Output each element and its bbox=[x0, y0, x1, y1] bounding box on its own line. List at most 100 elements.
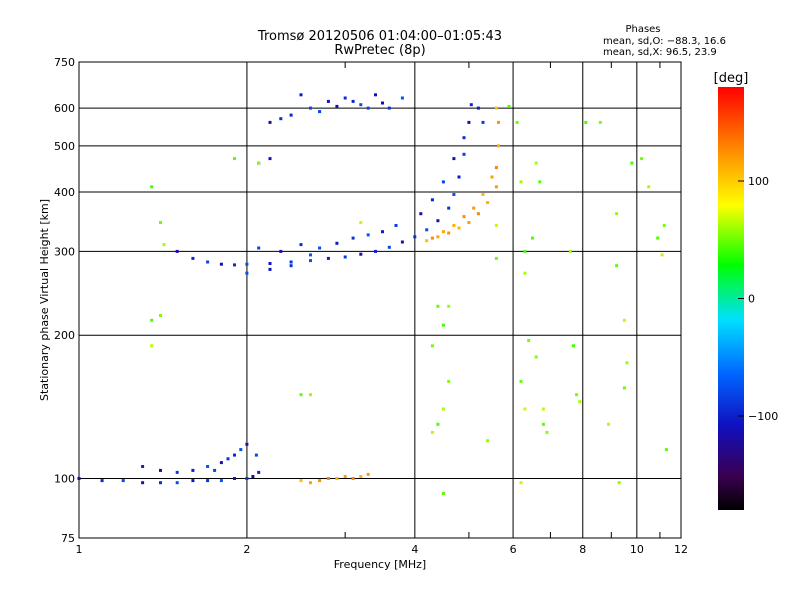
data-point bbox=[343, 255, 347, 259]
data-point bbox=[366, 106, 370, 110]
data-point bbox=[299, 243, 303, 247]
data-point bbox=[366, 233, 370, 237]
data-point bbox=[233, 453, 236, 457]
data-point bbox=[381, 101, 384, 105]
data-point bbox=[523, 407, 527, 411]
y-axis-label: Stationary phase Virtual Height [km] bbox=[38, 199, 51, 401]
data-point bbox=[245, 442, 249, 446]
data-point bbox=[441, 230, 445, 234]
data-point bbox=[387, 106, 391, 110]
data-point bbox=[494, 166, 498, 170]
data-point bbox=[534, 161, 538, 165]
data-point bbox=[326, 99, 330, 103]
data-point bbox=[523, 249, 527, 253]
data-point bbox=[268, 120, 272, 124]
data-point bbox=[219, 461, 223, 465]
data-point bbox=[387, 245, 391, 249]
data-point bbox=[77, 477, 81, 480]
data-point bbox=[318, 246, 322, 250]
data-point bbox=[268, 157, 272, 161]
data-point bbox=[279, 117, 283, 121]
x-axis-label: Frequency [MHz] bbox=[334, 558, 426, 571]
data-point bbox=[343, 96, 347, 100]
data-point bbox=[494, 224, 498, 227]
data-point bbox=[436, 304, 440, 308]
data-point bbox=[497, 144, 500, 148]
data-point bbox=[630, 161, 634, 165]
data-point bbox=[309, 393, 312, 397]
data-point bbox=[647, 185, 651, 189]
data-point bbox=[309, 481, 312, 485]
data-point bbox=[575, 393, 579, 397]
x-tick-label: 8 bbox=[579, 543, 586, 556]
data-point bbox=[257, 246, 261, 250]
data-point bbox=[436, 235, 440, 239]
data-point bbox=[615, 264, 619, 268]
y-tick-label: 600 bbox=[54, 102, 75, 115]
data-point bbox=[534, 355, 538, 359]
data-point bbox=[351, 236, 355, 240]
data-point bbox=[507, 104, 511, 108]
data-point bbox=[245, 262, 249, 266]
data-point bbox=[309, 259, 312, 263]
data-point bbox=[191, 256, 195, 260]
data-point bbox=[481, 193, 485, 196]
data-point bbox=[254, 453, 258, 457]
data-points bbox=[77, 93, 668, 495]
phases-x-stats: mean, sd,X: 96.5, 23.9 bbox=[603, 47, 717, 58]
data-point bbox=[400, 240, 404, 244]
data-point bbox=[394, 224, 398, 227]
data-point bbox=[141, 481, 145, 485]
data-point bbox=[162, 243, 166, 247]
data-point bbox=[497, 120, 500, 124]
data-point bbox=[519, 180, 523, 184]
data-point bbox=[299, 93, 303, 97]
data-point bbox=[159, 481, 162, 485]
data-point bbox=[359, 475, 363, 478]
data-point bbox=[462, 152, 466, 156]
data-point bbox=[462, 136, 466, 140]
data-point bbox=[472, 206, 476, 210]
data-point bbox=[584, 120, 588, 124]
data-point bbox=[476, 212, 480, 216]
y-axis-ticks: 75 100 200 300 400 500 600 750 bbox=[54, 56, 75, 545]
data-point bbox=[436, 422, 440, 426]
data-point bbox=[175, 249, 179, 253]
data-point bbox=[469, 103, 473, 107]
data-point bbox=[251, 475, 255, 478]
colorbar-tick-label: 100 bbox=[748, 175, 769, 188]
data-point bbox=[452, 224, 456, 227]
data-point bbox=[622, 318, 626, 322]
colorbar-tick-label: 0 bbox=[748, 293, 755, 306]
data-point bbox=[335, 477, 339, 480]
x-tick-label: 10 bbox=[630, 543, 644, 556]
data-point bbox=[381, 230, 384, 234]
data-point bbox=[447, 379, 451, 383]
data-point bbox=[359, 221, 363, 224]
data-point bbox=[568, 249, 572, 253]
data-point bbox=[523, 271, 527, 275]
data-point bbox=[289, 260, 293, 264]
data-point bbox=[413, 235, 417, 239]
data-point bbox=[578, 400, 582, 404]
y-tick-label: 75 bbox=[61, 532, 75, 545]
data-point bbox=[441, 407, 445, 411]
data-point bbox=[309, 253, 312, 257]
data-point bbox=[430, 430, 434, 434]
data-point bbox=[289, 113, 293, 117]
data-point bbox=[441, 323, 445, 327]
data-point bbox=[213, 468, 217, 472]
data-point bbox=[490, 175, 494, 179]
colorbar-tick-label: −100 bbox=[748, 410, 778, 423]
data-point bbox=[441, 180, 445, 184]
y-tick-label: 300 bbox=[54, 245, 75, 258]
x-axis-ticks: 1 2 4 6 8 10 12 bbox=[76, 543, 689, 556]
data-point bbox=[664, 448, 668, 452]
data-point bbox=[447, 206, 451, 210]
data-point bbox=[175, 481, 179, 485]
data-point bbox=[656, 236, 660, 240]
x-tick-label: 1 bbox=[76, 543, 83, 556]
data-point bbox=[541, 422, 545, 426]
data-point bbox=[447, 231, 451, 235]
data-point bbox=[318, 110, 322, 114]
